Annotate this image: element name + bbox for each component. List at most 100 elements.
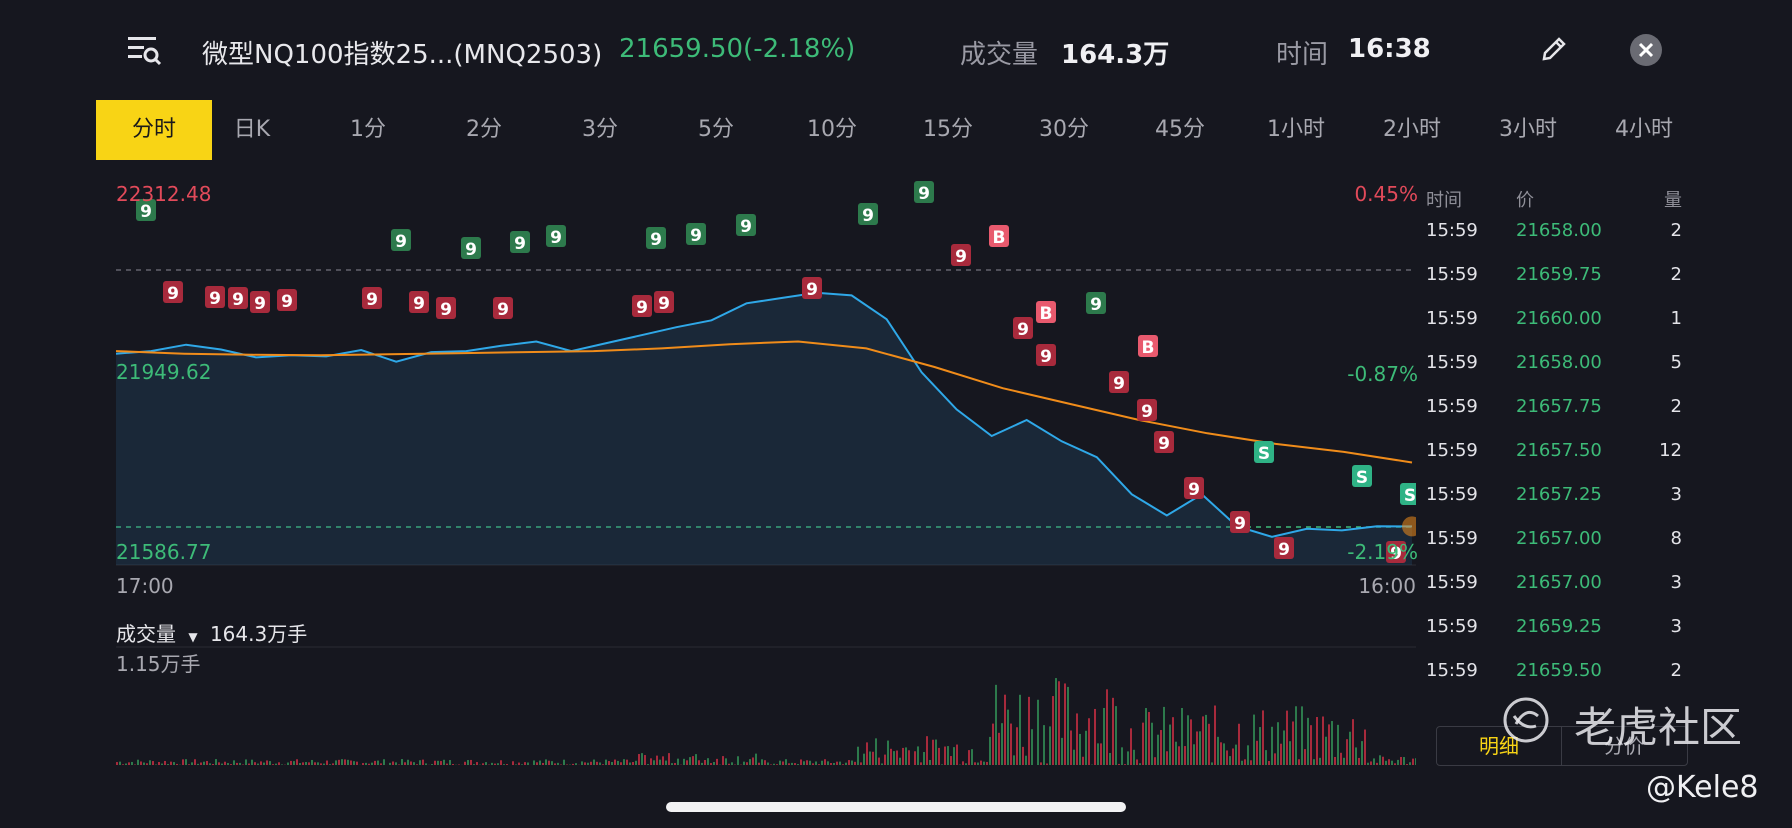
tab-price-distribution[interactable]: 分价 — [1604, 734, 1644, 758]
tab-8[interactable]: 30分 — [1039, 117, 1089, 142]
volume-bar — [362, 763, 364, 765]
tab-13[interactable]: 4小时 — [1615, 117, 1673, 142]
tab-2[interactable]: 1分 — [350, 117, 386, 142]
volume-bar — [257, 763, 259, 765]
signal-marker-label: 9 — [465, 240, 477, 260]
trade-price: 21657.00 — [1516, 572, 1602, 593]
close-button[interactable] — [1630, 34, 1662, 66]
signal-marker — [951, 244, 971, 266]
volume-bar — [689, 757, 691, 765]
signal-marker-label: 9 — [281, 292, 293, 312]
volume-bar — [722, 756, 724, 765]
tab-6[interactable]: 10分 — [807, 117, 857, 142]
signal-marker-label: 9 — [550, 228, 562, 248]
trade-time: 15:59 — [1426, 484, 1478, 505]
volume-bar — [953, 747, 955, 765]
volume-bar — [644, 755, 646, 765]
tab-12[interactable]: 3小时 — [1499, 117, 1557, 142]
pencil-icon[interactable] — [1539, 34, 1569, 64]
volume-title[interactable]: 成交量 ▼ 164.3万手 — [116, 618, 307, 647]
volume-bar — [812, 763, 814, 765]
signal-marker — [654, 291, 674, 313]
volume-bar — [374, 760, 376, 765]
volume-bar — [662, 756, 664, 765]
tab-11[interactable]: 2小时 — [1383, 117, 1441, 142]
time-label: 时间 — [1276, 40, 1329, 70]
volume-bar — [725, 758, 727, 765]
volume-bar — [938, 747, 940, 765]
tab-9[interactable]: 45分 — [1155, 117, 1205, 142]
instrument-title[interactable]: 微型NQ100指数25...(MNQ2503) — [202, 40, 603, 70]
tab-1[interactable]: 日K — [233, 117, 271, 142]
trade-detail-panel[interactable]: 时间 价 量 15:59 21658.00 2 15:59 21659.75 2 15:59… — [1420, 186, 1692, 726]
volume-bar — [1337, 724, 1339, 765]
signal-marker-label: 9 — [1040, 347, 1052, 367]
volume-bar — [1178, 746, 1180, 765]
volume-bar — [950, 756, 952, 765]
volume-bar — [761, 759, 763, 765]
signal-marker — [1036, 301, 1056, 323]
volume-bar — [350, 760, 352, 765]
signal-marker — [914, 181, 934, 203]
volume-bar — [824, 759, 826, 765]
signal-marker — [1274, 537, 1294, 559]
volume-bar — [524, 762, 526, 765]
volume-bar — [998, 732, 1000, 765]
volume-bar — [671, 763, 673, 765]
volume-bar — [1160, 730, 1162, 765]
signal-marker-label: 9 — [1113, 374, 1125, 394]
signal-marker-label: 9 — [1090, 295, 1102, 315]
tab-detail[interactable]: 明细 — [1437, 727, 1562, 765]
volume-bar — [506, 764, 508, 765]
signal-marker-label: 9 — [232, 290, 244, 310]
trade-price: 21657.25 — [1516, 484, 1602, 505]
price-high-label: 22312.48 — [116, 182, 212, 206]
volume-bar — [590, 761, 592, 765]
volume-bar — [1346, 739, 1348, 765]
tab-4[interactable]: 3分 — [582, 117, 618, 142]
volume-bar — [944, 746, 946, 765]
signal-marker-label: 9 — [636, 298, 648, 318]
volume-bar — [992, 723, 994, 765]
volume-bar — [518, 762, 520, 765]
volume-bar — [1154, 757, 1156, 765]
volume-bar — [437, 760, 439, 765]
volume-bar — [158, 762, 160, 765]
volume-bar — [905, 747, 907, 765]
tab-10[interactable]: 1小时 — [1267, 117, 1325, 142]
volume-bar — [1319, 757, 1321, 765]
trade-qty: 2 — [1670, 396, 1682, 417]
price-mid-label: 21949.62 — [116, 360, 212, 384]
tab-7[interactable]: 15分 — [923, 117, 973, 142]
volume-bar — [1118, 763, 1120, 765]
volume-bar — [716, 758, 718, 765]
volume-bar — [863, 753, 865, 765]
volume-bar — [125, 763, 127, 765]
volume-bar — [1112, 697, 1114, 765]
header-price: 价 — [1516, 190, 1534, 211]
volume-bar — [773, 763, 775, 765]
volume-bar — [203, 761, 205, 765]
trade-time: 15:59 — [1426, 660, 1478, 681]
signal-marker-label: 9 — [918, 184, 930, 204]
volume-bar — [968, 750, 970, 765]
tab-3[interactable]: 2分 — [466, 117, 502, 142]
tab-5[interactable]: 5分 — [698, 117, 734, 142]
volume-bar — [185, 759, 187, 765]
volume-bar — [1100, 743, 1102, 765]
volume-bar — [380, 763, 382, 765]
volume-bar — [884, 754, 886, 765]
volume-bar — [248, 763, 250, 765]
signal-marker — [1254, 441, 1274, 463]
volume-bar — [263, 762, 265, 765]
volume-bar — [1316, 717, 1318, 765]
tab-0[interactable]: 分时 — [96, 100, 212, 160]
volume-bar — [743, 761, 745, 765]
menu-search-icon[interactable] — [126, 33, 162, 67]
volume-bar — [878, 757, 880, 765]
pct-low-label: -2.19% — [1347, 540, 1418, 564]
volume-bar — [251, 759, 253, 765]
home-indicator[interactable] — [666, 802, 1126, 812]
trade-qty: 12 — [1659, 440, 1682, 461]
signal-marker — [250, 291, 270, 313]
